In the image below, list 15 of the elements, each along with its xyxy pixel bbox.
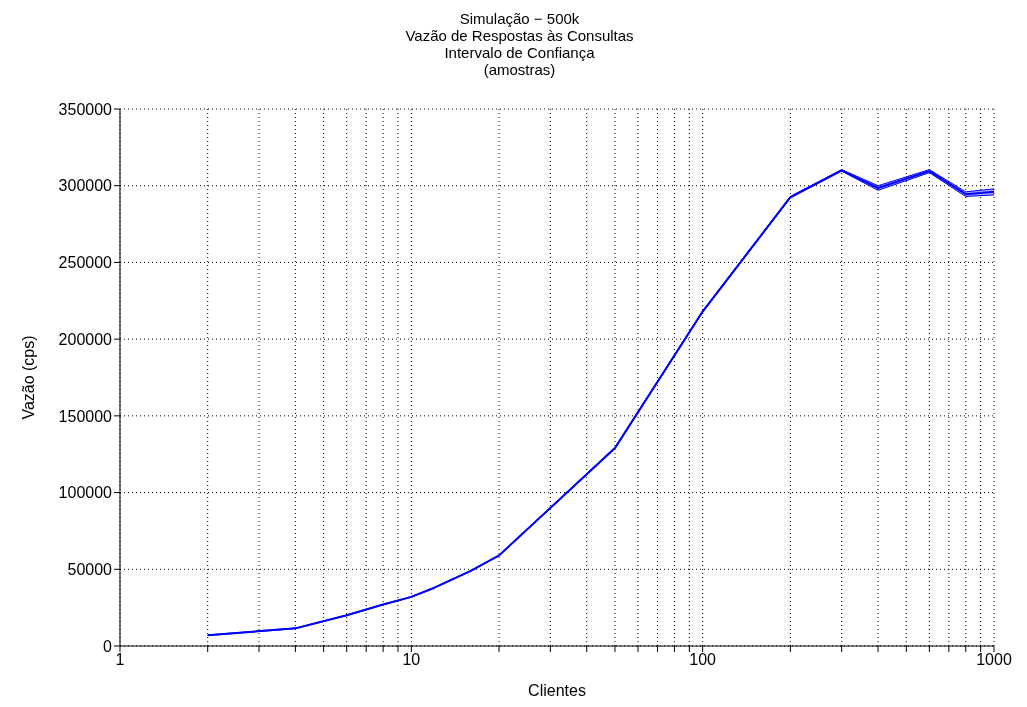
y-tick-label: 100000 [58,484,113,502]
x-tick-label: 1000 [976,651,1012,669]
y-tick-label: 250000 [58,254,113,272]
y-tick-label: 50000 [67,560,113,578]
y-tick-label: 350000 [58,100,113,118]
x-tick-label: 1 [115,651,125,669]
y-axis-title: Vazão (cps) [19,335,37,420]
chart-title: Simulação − 500k Vazão de Respostas às Consultas Intervalo de Confiança (amostras) [404,10,635,78]
y-tick-label: 0 [103,637,113,655]
y-tick-label: 200000 [58,330,113,348]
y-tick-label: 300000 [58,177,113,195]
x-tick-label: 100 [689,651,717,669]
x-axis-title: Clientes [528,682,586,699]
x-tick-label: 10 [402,651,421,669]
y-tick-label: 150000 [58,407,113,425]
